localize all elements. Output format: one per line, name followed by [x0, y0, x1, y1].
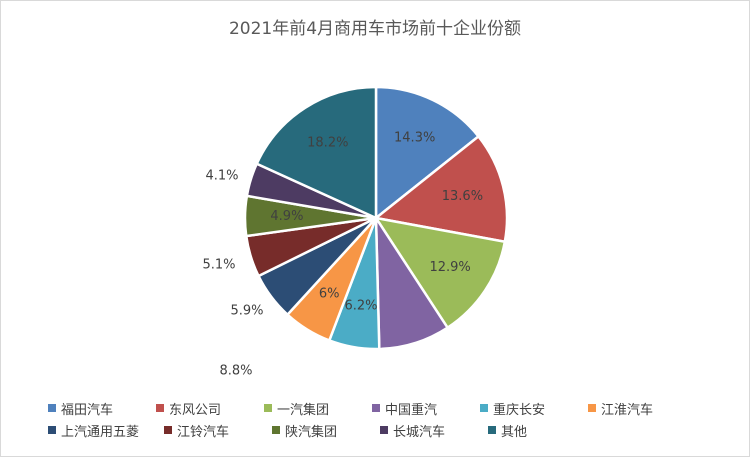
data-label: 12.9%	[429, 260, 470, 275]
pie-slice	[373, 216, 507, 330]
legend-row: 福田汽车 东风公司 一汽集团 中国重汽 重庆长安 江淮汽车	[48, 397, 738, 419]
pie-chart: 14.3% 13.6% 12.9% 8.8% 6.2% 6% 5.9% 5.1% 4.9% 4.1…	[202, 85, 509, 379]
data-label: 5.1%	[202, 258, 235, 273]
legend-label: 其他	[501, 424, 528, 440]
legend-swatch	[272, 426, 280, 434]
legend-label: 江淮汽车	[601, 402, 654, 418]
legend-item: 福田汽车	[48, 399, 156, 418]
legend-label: 陕汽集团	[285, 424, 338, 440]
legend-swatch	[264, 404, 272, 412]
data-label: 14.3%	[394, 130, 435, 145]
legend: 福田汽车 东风公司 一汽集团 中国重汽 重庆长安 江淮汽车 上汽通用五菱 江铃汽车 陕汽集团 长…	[48, 397, 738, 441]
legend-label: 重庆长安	[493, 402, 546, 418]
data-label: 13.6%	[442, 189, 483, 204]
legend-item: 江淮汽车	[588, 399, 696, 418]
data-label: 4.1%	[205, 169, 238, 184]
chart-title: 2021年前4月商用车市场前十企业份额	[228, 19, 522, 39]
legend-item: 陕汽集团	[272, 421, 380, 440]
legend-item: 重庆长安	[480, 399, 588, 418]
legend-item: 其他	[488, 421, 596, 440]
legend-label: 江铃汽车	[177, 424, 230, 440]
pie-slice	[374, 85, 481, 221]
legend-swatch	[480, 404, 488, 412]
legend-swatch	[48, 426, 56, 434]
data-label: 18.2%	[307, 136, 348, 151]
legend-item: 上汽通用五菱	[48, 421, 164, 440]
legend-swatch	[48, 404, 56, 412]
legend-item: 一汽集团	[264, 399, 372, 418]
legend-swatch	[488, 426, 496, 434]
legend-swatch	[380, 426, 388, 434]
legend-item: 东风公司	[156, 399, 264, 418]
legend-label: 上汽通用五菱	[61, 424, 140, 440]
pie-slice	[255, 85, 378, 220]
data-label: 5.9%	[230, 304, 263, 319]
legend-label: 中国重汽	[385, 402, 438, 418]
legend-item: 长城汽车	[380, 421, 488, 440]
legend-swatch	[588, 404, 596, 412]
data-label: 8.8%	[219, 364, 252, 379]
legend-label: 福田汽车	[61, 402, 114, 418]
data-label: 6.2%	[344, 298, 377, 313]
pie-slice	[373, 134, 509, 244]
legend-swatch	[164, 426, 172, 434]
legend-item: 江铃汽车	[164, 421, 272, 440]
legend-row: 上汽通用五菱 江铃汽车 陕汽集团 长城汽车 其他	[48, 419, 738, 441]
legend-swatch	[156, 404, 164, 412]
legend-swatch	[372, 404, 380, 412]
legend-label: 一汽集团	[277, 402, 330, 418]
legend-label: 东风公司	[169, 402, 222, 418]
legend-label: 长城汽车	[393, 424, 446, 440]
data-label: 6%	[319, 286, 340, 301]
legend-item: 中国重汽	[372, 399, 480, 418]
data-label: 4.9%	[270, 209, 303, 224]
